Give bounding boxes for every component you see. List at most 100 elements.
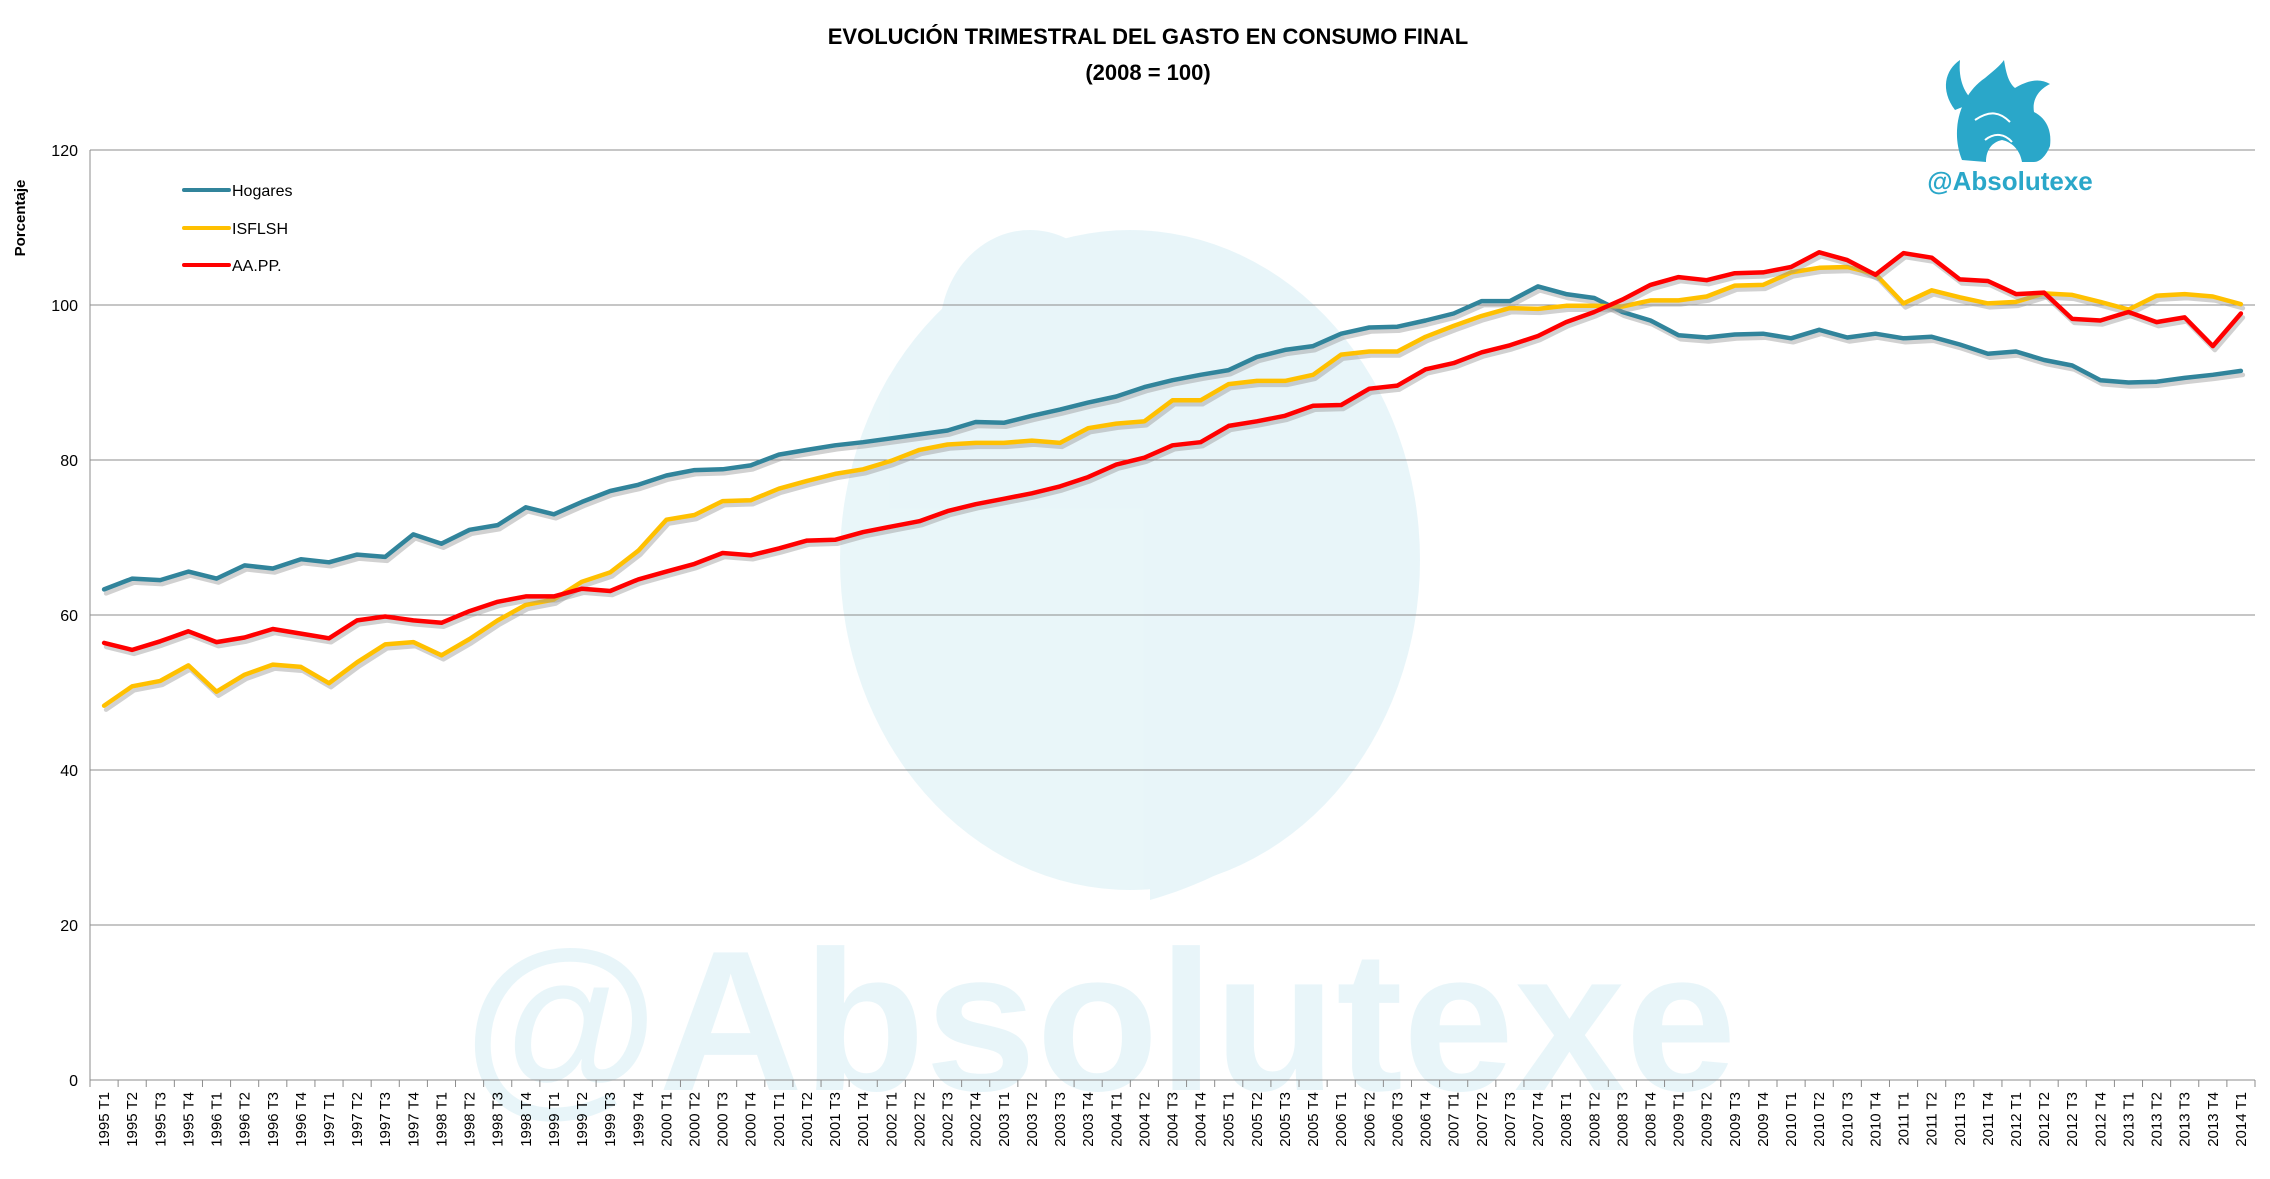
- x-tick-label: 1998 T1: [433, 1092, 450, 1147]
- y-tick-labels: 0 20 40 60 80 100 120: [51, 143, 78, 1090]
- x-tick-label: 2009 T1: [1671, 1092, 1688, 1147]
- x-tick-label: 2010 T2: [1811, 1092, 1828, 1147]
- legend-label-aapp: AA.PP.: [232, 258, 282, 275]
- x-tick-label: 2005 T2: [1249, 1092, 1266, 1147]
- x-tick-label: 1997 T4: [405, 1092, 422, 1147]
- x-tick-label: 1998 T4: [518, 1092, 535, 1147]
- x-tick-label: 2003 T4: [1080, 1092, 1097, 1147]
- x-tick-label: 2007 T1: [1446, 1092, 1463, 1147]
- x-tick-label: 2004 T1: [1108, 1092, 1125, 1147]
- x-tick-label: 2009 T2: [1699, 1092, 1716, 1147]
- griffin-watermark-icon: [840, 230, 1420, 900]
- x-tick-label: 2005 T3: [1277, 1092, 1294, 1147]
- x-tick-label: 1996 T4: [293, 1092, 310, 1147]
- x-tick-label: 1995 T2: [124, 1092, 141, 1147]
- legend-item-aapp: AA.PP.: [182, 258, 282, 275]
- axes: [89, 150, 2256, 1087]
- series-line-isflsh: [101, 264, 2244, 708]
- x-tick-label: 2007 T4: [1530, 1092, 1547, 1147]
- x-tick-label: 2006 T4: [1418, 1092, 1435, 1147]
- x-tick-label: 2000 T3: [715, 1092, 732, 1147]
- x-tick-label: 2010 T4: [1867, 1092, 1884, 1147]
- x-tick-label: 2012 T3: [2064, 1092, 2081, 1147]
- gridlines: [90, 149, 2255, 926]
- x-tick-label: 2001 T2: [799, 1092, 816, 1147]
- y-tick-label: 40: [60, 763, 78, 780]
- x-tick-label: 1998 T2: [462, 1092, 479, 1147]
- x-tick-label: 2001 T4: [855, 1092, 872, 1147]
- x-tick-label: 1997 T1: [321, 1092, 338, 1147]
- x-tick-label: 2008 T1: [1558, 1092, 1575, 1147]
- x-tick-label: 2004 T2: [1136, 1092, 1153, 1147]
- chart-title: EVOLUCIÓN TRIMESTRAL DEL GASTO EN CONSUM…: [828, 24, 1468, 49]
- x-tick-label: 2000 T1: [658, 1092, 675, 1147]
- x-tick-label: 2011 T1: [1896, 1092, 1913, 1146]
- x-tick-label: 2009 T4: [1755, 1092, 1772, 1147]
- x-tick-label: 2008 T4: [1642, 1092, 1659, 1147]
- x-tick-label: 2012 T4: [2092, 1092, 2109, 1147]
- x-tick-label: 1996 T2: [237, 1092, 254, 1147]
- x-tick-label: 2010 T3: [1839, 1092, 1856, 1147]
- x-tick-label: 2008 T3: [1614, 1092, 1631, 1147]
- griffin-icon: [1945, 60, 2051, 162]
- x-tick-label: 2001 T3: [827, 1092, 844, 1147]
- x-tick-label: 2008 T2: [1586, 1092, 1603, 1147]
- x-tick-label: 2003 T1: [996, 1092, 1013, 1147]
- x-tick-label: 2004 T4: [1193, 1092, 1210, 1147]
- x-tick-label: 1995 T4: [180, 1092, 197, 1147]
- series-shadow-aa-pp: [103, 254, 2246, 657]
- chart-subtitle: (2008 = 100): [1085, 60, 1210, 85]
- x-tick-label: 2000 T4: [743, 1092, 760, 1147]
- series-lines: [101, 250, 2246, 712]
- x-tick-label: 2003 T3: [1052, 1092, 1069, 1147]
- x-tick-label: 2007 T2: [1474, 1092, 1491, 1147]
- legend: Hogares ISFLSH AA.PP.: [182, 183, 292, 275]
- x-tick-label: 2013 T4: [2205, 1092, 2222, 1147]
- legend-label-hogares: Hogares: [232, 183, 292, 200]
- x-tick-label: 1995 T1: [96, 1092, 113, 1147]
- y-tick-label: 60: [60, 608, 78, 625]
- x-tick-label: 2012 T1: [2008, 1092, 2025, 1147]
- x-tick-label: 1999 T4: [630, 1092, 647, 1147]
- x-tick-label: 2012 T2: [2036, 1092, 2053, 1147]
- x-tick-label: 2006 T3: [1389, 1092, 1406, 1147]
- watermark-text: @Absolutexe: [463, 910, 1736, 1133]
- brand-handle: @Absolutexe: [1927, 166, 2093, 196]
- series-line-hogares: [101, 284, 2244, 592]
- x-tick-label: 2003 T2: [1024, 1092, 1041, 1147]
- x-tick-label: 1996 T3: [265, 1092, 282, 1147]
- x-tick-label: 1999 T3: [602, 1092, 619, 1147]
- series-line-aa-pp: [101, 250, 2244, 653]
- x-tick-label: 2011 T2: [1924, 1092, 1941, 1146]
- x-tick-label: 2004 T3: [1165, 1092, 1182, 1147]
- y-tick-label: 80: [60, 453, 78, 470]
- y-tick-label: 20: [60, 918, 78, 935]
- x-tick-label: 1999 T1: [546, 1092, 563, 1147]
- x-tick-label: 2011 T4: [1980, 1092, 1997, 1146]
- x-tick-label: 2005 T1: [1221, 1092, 1238, 1147]
- x-tick-label: 2009 T3: [1727, 1092, 1744, 1147]
- brand-logo: @Absolutexe: [1927, 60, 2093, 196]
- y-tick-label: 120: [51, 143, 78, 160]
- legend-item-isflsh: ISFLSH: [182, 221, 288, 238]
- legend-label-isflsh: ISFLSH: [232, 221, 288, 238]
- x-tick-label: 1997 T3: [377, 1092, 394, 1147]
- x-tick-label: 2013 T1: [2120, 1092, 2137, 1147]
- y-tick-label: 100: [51, 298, 78, 315]
- x-tick-label: 2000 T2: [687, 1092, 704, 1147]
- x-tick-label: 2007 T3: [1502, 1092, 1519, 1147]
- x-tick-label: 2005 T4: [1305, 1092, 1322, 1147]
- watermark: @Absolutexe: [463, 230, 1737, 1133]
- x-tick-label: 2002 T2: [911, 1092, 928, 1147]
- x-tick-label: 2013 T2: [2149, 1092, 2166, 1147]
- x-tick-label: 2011 T3: [1952, 1092, 1969, 1146]
- x-tick-labels: 1995 T1 1995 T2 1995 T3 1995 T4 1996 T1 1996 …: [96, 1092, 2250, 1147]
- y-axis-label: Porcentaje: [12, 180, 29, 257]
- x-tick-label: 1998 T3: [490, 1092, 507, 1147]
- x-tick-label: 1999 T2: [574, 1092, 591, 1147]
- x-tick-label: 2006 T1: [1333, 1092, 1350, 1147]
- series-shadow-hogares: [103, 288, 2246, 596]
- x-tick-label: 2002 T3: [940, 1092, 957, 1147]
- y-tick-label: 0: [69, 1073, 78, 1090]
